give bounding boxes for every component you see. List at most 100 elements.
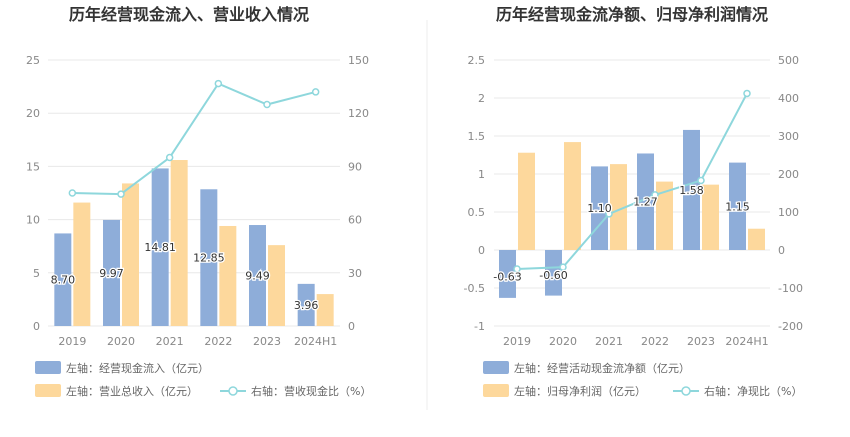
legend-label: 右轴：净现比（%） xyxy=(704,384,802,398)
bar-primary xyxy=(637,153,654,250)
category-tick: 2024H1 xyxy=(725,335,768,348)
left-axis-tick: 0.5 xyxy=(468,206,486,219)
legend-marker xyxy=(681,386,691,396)
legend-label: 左轴：经营现金流入（亿元） xyxy=(66,361,209,375)
right-axis-tick: 0 xyxy=(348,320,355,333)
bar-primary xyxy=(545,250,562,296)
legend-label: 右轴：营收现金比（%） xyxy=(251,384,371,398)
bar-primary xyxy=(499,250,516,298)
bar-secondary xyxy=(518,152,535,250)
left-axis-tick: 5 xyxy=(33,267,40,280)
left-axis-tick: 15 xyxy=(26,160,40,173)
ratio-line xyxy=(516,92,748,270)
bar-primary xyxy=(683,129,700,250)
chart-net-cashflow-profit: 历年经营现金流净额、归母净利润情况 -1 -0.5 0 0.5 1 1.5 2 2.5 -200 -… xyxy=(464,5,803,398)
left-axis-tick: 0 xyxy=(478,244,485,257)
category-tick: 2022 xyxy=(641,335,669,348)
category-tick: 2021 xyxy=(595,335,623,348)
right-axis-tick: 120 xyxy=(348,107,369,120)
bar-primary xyxy=(200,189,218,326)
ratio-point xyxy=(743,89,751,98)
bar-data-label: 1.15 xyxy=(725,200,750,213)
left-axis-tick: 2 xyxy=(478,92,485,105)
bar-data-label: 9.49 xyxy=(245,270,270,283)
right-axis-tick: 90 xyxy=(348,160,362,173)
ratio-point xyxy=(263,100,271,109)
right-axis-tick: 150 xyxy=(348,54,369,67)
category-tick: 2019 xyxy=(58,335,86,348)
bar-secondary xyxy=(316,294,334,326)
bar-data-label: 8.70 xyxy=(51,274,76,287)
ratio-point xyxy=(697,176,705,185)
legend-swatch xyxy=(483,384,509,397)
chart-cash-inflow-revenue: 历年经营现金流入、营业收入情况 0 5 10 15 20 25 0 30 60 90 120 150 20… xyxy=(26,5,371,398)
bar-primary xyxy=(151,168,169,326)
ratio-point xyxy=(214,79,223,88)
category-tick: 2020 xyxy=(107,335,135,348)
left-axis-tick: 10 xyxy=(26,214,40,227)
right-axis-tick: 300 xyxy=(778,130,799,143)
ratio-point xyxy=(559,263,567,271)
right-axis-tick: -100 xyxy=(778,282,803,295)
category-tick: 2024H1 xyxy=(294,335,337,348)
ratio-point xyxy=(651,191,659,199)
left-axis-tick: 0 xyxy=(33,320,40,333)
left-axis-tick: -1 xyxy=(474,320,485,333)
category-tick: 2023 xyxy=(687,335,715,348)
bar-primary xyxy=(297,283,315,326)
bar-secondary xyxy=(564,142,581,250)
bar-data-label: -0.63 xyxy=(493,270,521,283)
legend-label: 左轴：营业总收入（亿元） xyxy=(66,384,198,398)
right-axis-tick: 500 xyxy=(778,54,799,67)
bar-primary xyxy=(54,233,72,326)
legend-label: 左轴：经营活动现金流净额（亿元） xyxy=(514,361,690,375)
ratio-point xyxy=(68,189,77,197)
ratio-point xyxy=(165,153,174,162)
bar-data-label: 3.96 xyxy=(294,299,319,312)
bar-data-label: 12.85 xyxy=(193,252,225,265)
bar-primary xyxy=(103,219,120,326)
right-axis-tick: 100 xyxy=(778,206,799,219)
right-axis-tick: 0 xyxy=(778,244,785,257)
left-axis-tick: 25 xyxy=(26,54,40,67)
category-tick: 2020 xyxy=(549,335,577,348)
left-axis-tick: 1 xyxy=(478,168,485,181)
right-axis-tick: 400 xyxy=(778,92,799,105)
bar-data-label: -0.60 xyxy=(539,269,567,282)
right-axis-tick: 30 xyxy=(348,267,362,280)
ratio-point xyxy=(311,88,320,96)
left-axis-tick: -0.5 xyxy=(464,282,485,295)
bar-secondary xyxy=(748,228,765,250)
bar-secondary xyxy=(170,160,188,326)
bar-data-label: 14.81 xyxy=(144,241,176,254)
category-tick: 2022 xyxy=(204,335,232,348)
category-tick: 2021 xyxy=(156,335,184,348)
bar-primary xyxy=(249,225,266,326)
legend-swatch xyxy=(35,384,61,397)
chart-title: 历年经营现金流净额、归母净利润情况 xyxy=(496,5,768,24)
bar-secondary xyxy=(656,181,673,250)
right-axis-tick: -200 xyxy=(778,320,803,333)
left-axis-tick: 1.5 xyxy=(468,130,486,143)
bar-secondary xyxy=(610,164,627,250)
bar-secondary xyxy=(219,225,237,326)
bar-data-label: 1.27 xyxy=(633,196,658,209)
ratio-point xyxy=(513,265,521,273)
ratio-point xyxy=(605,210,613,218)
right-axis-tick: 200 xyxy=(778,168,799,181)
bar-secondary xyxy=(73,202,91,326)
bar-data-label: 1.10 xyxy=(587,202,612,215)
category-tick: 2019 xyxy=(503,335,531,348)
bar-secondary xyxy=(122,183,139,326)
legend-marker xyxy=(228,386,238,396)
bar-data-label: 9.97 xyxy=(99,267,124,280)
left-axis-tick: 20 xyxy=(26,107,40,120)
legend-swatch xyxy=(35,361,61,374)
bar-data-label: 1.58 xyxy=(679,184,704,197)
bar-primary xyxy=(729,162,746,250)
legend-label: 左轴：归母净利润（亿元） xyxy=(514,384,646,398)
ratio-line xyxy=(72,82,316,196)
category-tick: 2023 xyxy=(253,335,281,348)
chart-title: 历年经营现金流入、营业收入情况 xyxy=(69,5,309,24)
